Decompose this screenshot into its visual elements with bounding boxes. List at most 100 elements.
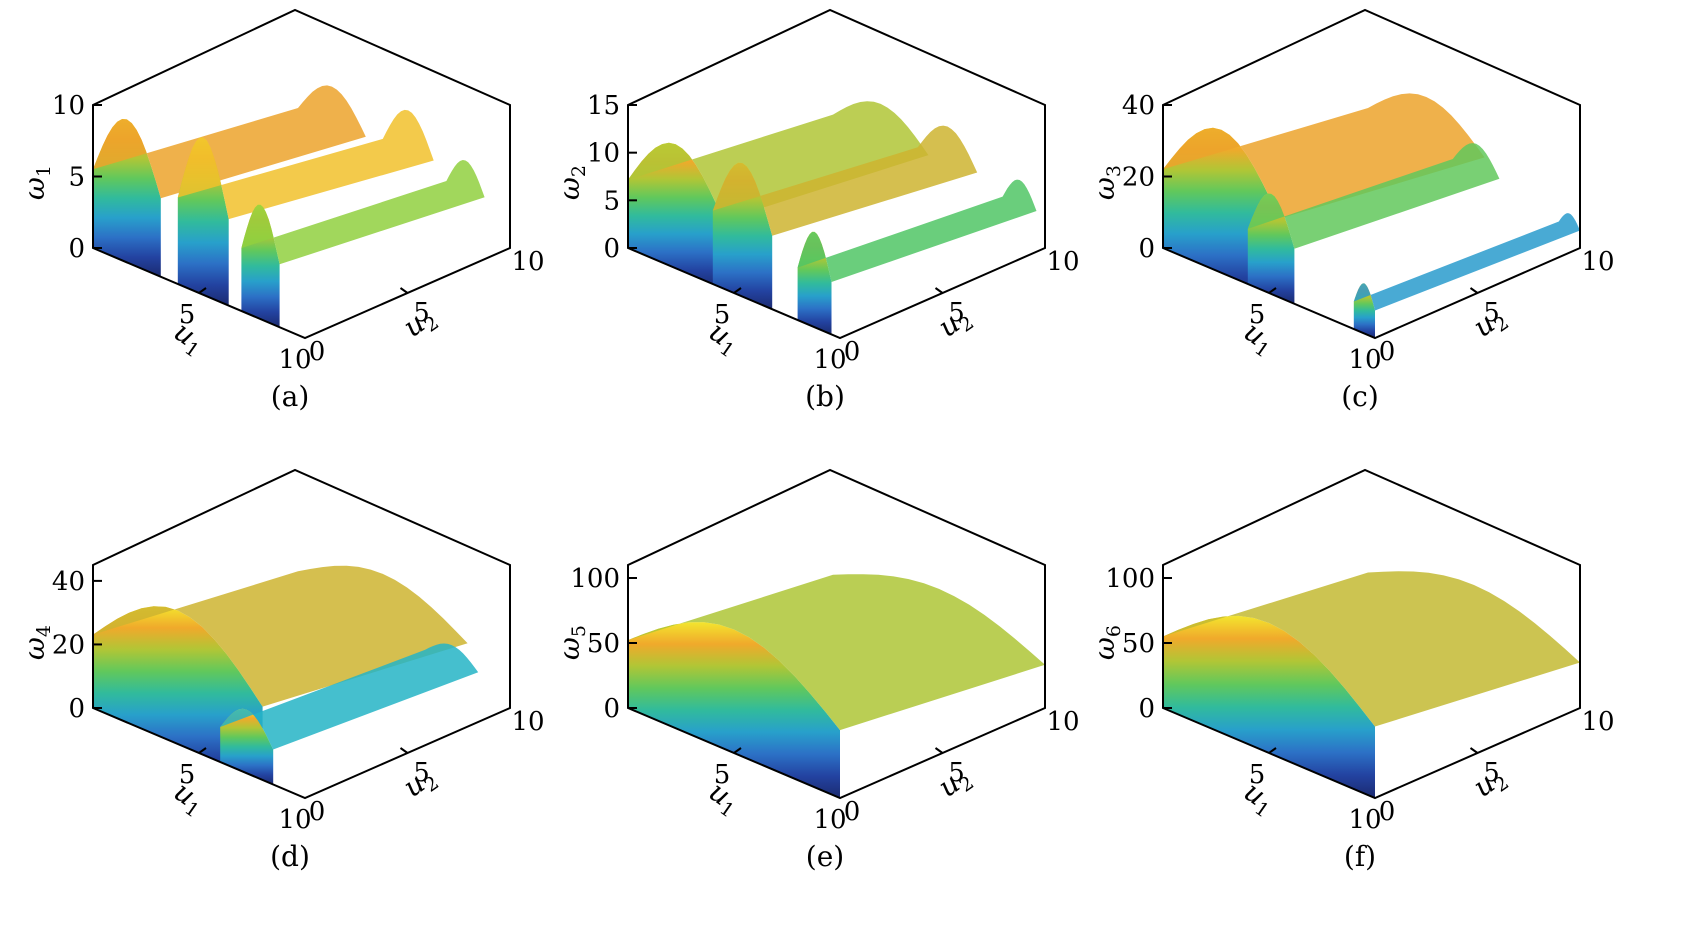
u1-tick-label: 10 [278, 805, 311, 835]
panel-caption: (f) [1344, 840, 1376, 873]
u2-tick-mark [934, 747, 944, 754]
z-tick-label: 40 [52, 567, 85, 597]
u1-tick-mark [733, 287, 742, 294]
u1-tick-mark [198, 747, 207, 754]
z-tick-label: 20 [1122, 163, 1155, 193]
axes-frame [627, 468, 1046, 800]
z-axis-label: ω6 [1088, 625, 1125, 660]
u1-axis-label: u1 [701, 315, 747, 363]
z-tick-label: 20 [52, 630, 85, 660]
z-tick-label: 5 [68, 163, 85, 193]
u1-tick-label: 10 [1348, 805, 1381, 835]
surface-ridge-1 [1163, 615, 1375, 798]
u1-tick-mark [198, 287, 207, 294]
z-tick-label: 0 [68, 694, 85, 724]
z-tick-label: 15 [587, 91, 620, 121]
u2-tick-label: 10 [1581, 707, 1614, 737]
u1-tick-label: 5 [179, 300, 196, 330]
u1-tick-label: 10 [278, 345, 311, 375]
u1-tick-mark [733, 747, 742, 754]
u1-axis-label: u1 [166, 775, 212, 823]
u1-tick-label: 10 [813, 805, 846, 835]
surface-top-1 [1163, 571, 1580, 727]
u2-tick-mark [934, 287, 944, 294]
u1-axis-label: u1 [701, 775, 747, 823]
z-axis-label: ω2 [553, 165, 590, 200]
u2-tick-label: 5 [413, 298, 430, 328]
surface-top-3 [797, 179, 1037, 282]
u2-tick-label: 0 [1379, 337, 1396, 367]
u2-tick-label: 5 [413, 758, 430, 788]
u1-tick-label: 5 [714, 760, 731, 790]
z-tick-label: 10 [587, 139, 620, 169]
z-tick-label: 0 [603, 694, 620, 724]
panel-caption: (b) [805, 380, 845, 413]
u1-axis-label: u1 [166, 315, 212, 363]
u2-tick-label: 5 [948, 298, 965, 328]
u2-tick-label: 10 [1046, 247, 1079, 277]
u1-tick-label: 10 [1348, 345, 1381, 375]
z-axis-label: ω1 [18, 165, 55, 200]
surface-top-2 [1247, 143, 1500, 249]
u2-tick-label: 10 [1046, 707, 1079, 737]
surface-top-1 [628, 101, 929, 221]
panel-caption: (d) [270, 840, 310, 873]
z-axis-label: ω5 [553, 625, 590, 660]
u1-tick-label: 10 [813, 345, 846, 375]
z-tick-label: 100 [1105, 564, 1155, 594]
z-tick-label: 100 [570, 564, 620, 594]
u1-tick-mark [1268, 287, 1277, 294]
u2-tick-label: 10 [511, 707, 544, 737]
u2-tick-mark [1469, 287, 1479, 294]
u2-tick-label: 0 [1379, 797, 1396, 827]
z-tick-label: 0 [68, 234, 85, 264]
panel-caption: (e) [806, 840, 844, 873]
u2-tick-mark [399, 287, 409, 294]
u2-tick-label: 5 [1483, 758, 1500, 788]
u2-tick-label: 10 [511, 247, 544, 277]
panel-caption: (c) [1341, 380, 1379, 413]
surface-ridge-1 [628, 142, 724, 289]
u1-tick-mark [1268, 747, 1277, 754]
u1-tick-label: 5 [1249, 760, 1266, 790]
z-axis-label: ω4 [18, 625, 55, 660]
surface-top-2 [712, 125, 978, 236]
u1-tick-label: 5 [1249, 300, 1266, 330]
surface-top-2 [220, 643, 479, 750]
z-tick-label: 40 [1122, 91, 1155, 121]
u1-axis-label: u1 [1236, 775, 1282, 823]
u2-tick-label: 0 [309, 797, 326, 827]
u2-tick-label: 0 [844, 797, 861, 827]
axes-frame [92, 468, 511, 800]
surface-ridge-1 [628, 622, 840, 798]
surface-top-3 [241, 160, 485, 265]
surface-top-3 [1353, 213, 1580, 311]
u1-axis-label: u1 [1236, 315, 1282, 363]
surface-top-1 [1163, 93, 1485, 219]
u2-tick-label: 10 [1581, 247, 1614, 277]
u2-tick-mark [1469, 747, 1479, 754]
surface-top-1 [93, 85, 366, 199]
surface-top-2 [177, 109, 434, 220]
z-tick-label: 0 [603, 234, 620, 264]
z-tick-label: 10 [52, 91, 85, 121]
u2-tick-mark [399, 747, 409, 754]
panel-caption: (a) [271, 380, 310, 413]
z-tick-label: 0 [1138, 694, 1155, 724]
u2-tick-label: 0 [309, 337, 326, 367]
u1-tick-label: 5 [714, 300, 731, 330]
z-tick-label: 50 [1122, 629, 1155, 659]
surface-ridge-2 [220, 708, 274, 785]
u2-tick-label: 0 [844, 337, 861, 367]
z-tick-label: 0 [1138, 234, 1155, 264]
surface-top-1 [628, 574, 1045, 731]
u2-tick-label: 5 [948, 758, 965, 788]
axes-frame [1162, 468, 1581, 800]
